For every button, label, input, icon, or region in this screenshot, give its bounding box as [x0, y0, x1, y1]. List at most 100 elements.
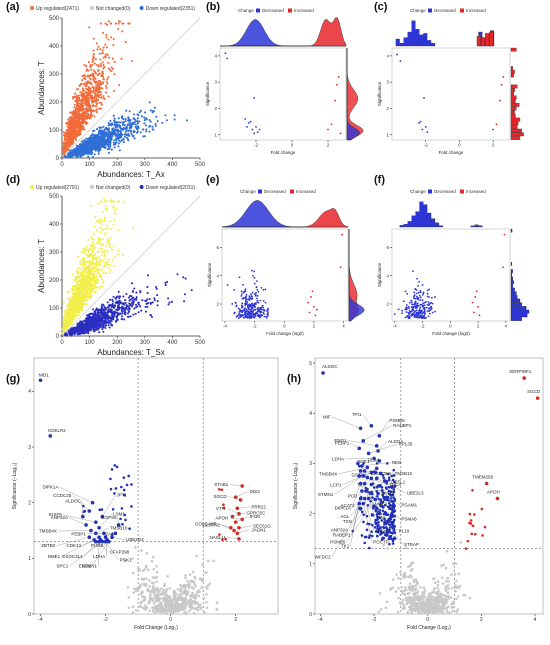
up-point	[67, 133, 70, 136]
decreased-point	[248, 303, 251, 306]
decreased-point	[247, 298, 250, 301]
up-point	[90, 236, 93, 239]
up-point	[85, 65, 88, 68]
panel-label-h: (h)	[287, 373, 301, 385]
up-point	[83, 112, 86, 115]
legend-entry: Decreased	[264, 189, 286, 194]
up-point	[103, 216, 106, 219]
down-point	[86, 330, 89, 333]
up-point	[91, 73, 94, 76]
down-point	[99, 126, 102, 129]
decreased-point	[242, 310, 244, 312]
up-point	[92, 251, 95, 254]
down-point	[101, 311, 104, 314]
up-point	[106, 23, 109, 26]
down-point	[125, 125, 128, 128]
up-point	[68, 120, 71, 123]
down-point	[127, 139, 130, 142]
down-point	[122, 306, 125, 309]
plot-border	[221, 228, 349, 322]
legend-marker	[256, 8, 260, 13]
up-point	[109, 69, 112, 72]
decreased-point	[241, 305, 244, 308]
up-point	[85, 83, 88, 86]
decreased-point	[427, 301, 430, 304]
down-point	[133, 307, 136, 310]
up-point	[86, 68, 89, 71]
down-point	[98, 314, 101, 317]
down-point	[96, 323, 99, 326]
decreased-point	[248, 312, 251, 315]
legend-title: Change	[410, 8, 426, 13]
increased-point	[502, 76, 505, 78]
down-point	[156, 300, 159, 303]
decreased-point	[233, 312, 236, 315]
x-axis-label: Abundances: T_Ax	[97, 170, 164, 179]
up-point	[95, 84, 98, 87]
decreased-point	[257, 306, 260, 309]
down-point	[128, 302, 131, 305]
up-point	[76, 270, 79, 273]
down-point	[153, 106, 156, 109]
histogram-bar	[439, 225, 443, 228]
down-point	[127, 116, 130, 119]
up-point	[87, 238, 90, 241]
down-point	[139, 289, 142, 293]
up-point	[87, 81, 90, 84]
down-point	[130, 282, 134, 285]
decreased-point	[412, 270, 414, 273]
down-point	[130, 132, 133, 135]
down-point	[135, 296, 138, 299]
x-tick-label: -4	[393, 324, 397, 329]
up-point	[89, 68, 93, 71]
up-point	[89, 94, 92, 97]
down-point	[137, 114, 140, 117]
decreased-point	[396, 53, 398, 56]
up-point	[91, 261, 94, 265]
down-point	[120, 306, 123, 309]
up-point	[118, 20, 121, 23]
down-point	[116, 128, 119, 131]
down-point	[91, 142, 94, 145]
up-point	[71, 273, 74, 276]
down-point	[165, 119, 168, 122]
up-point	[100, 244, 103, 247]
down-point	[121, 117, 124, 120]
up-point	[83, 252, 86, 255]
up-point	[77, 94, 80, 97]
down-point	[106, 321, 109, 324]
down-point	[136, 122, 140, 125]
up-point	[100, 74, 103, 77]
up-point	[64, 135, 68, 138]
increased-point	[314, 314, 317, 317]
histogram-bar	[431, 43, 436, 47]
up-point	[81, 92, 84, 95]
up-point	[105, 244, 109, 247]
increased-point	[327, 128, 329, 131]
down-point	[85, 140, 88, 143]
up-point	[90, 83, 93, 86]
down-point	[68, 332, 72, 335]
decreased-point	[244, 296, 247, 299]
decreased-point	[234, 302, 237, 304]
legend-entry: Decreased	[434, 8, 456, 13]
decreased-point	[250, 314, 253, 316]
up-point	[81, 75, 84, 78]
points	[224, 52, 342, 135]
up-point	[72, 297, 75, 300]
increased-point	[500, 83, 503, 86]
up-point	[104, 257, 107, 260]
up-point	[72, 123, 75, 126]
decreased-point	[226, 57, 229, 60]
decreased-point	[247, 122, 250, 124]
up-point	[103, 97, 106, 100]
up-point	[78, 276, 81, 279]
down-point	[132, 313, 135, 316]
decreased-point	[250, 298, 253, 300]
down-point	[107, 130, 110, 133]
legend: Up regulated(2471) Not changed(0) Down reg…	[30, 6, 195, 12]
down-point	[126, 305, 129, 308]
up-point	[79, 274, 83, 277]
down-point	[98, 129, 101, 132]
down-point	[147, 274, 150, 277]
